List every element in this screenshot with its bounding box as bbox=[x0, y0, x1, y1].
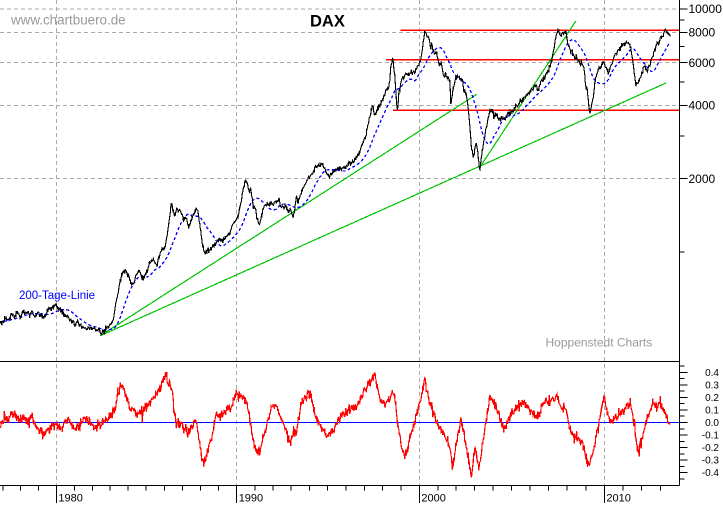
svg-text:-0.2: -0.2 bbox=[702, 443, 720, 454]
svg-text:0.0: 0.0 bbox=[705, 418, 719, 429]
svg-text:200-Tage-Linie: 200-Tage-Linie bbox=[19, 290, 95, 302]
svg-text:0.4: 0.4 bbox=[705, 368, 719, 379]
svg-text:-0.3: -0.3 bbox=[702, 456, 720, 467]
svg-text:10000: 10000 bbox=[689, 2, 723, 16]
svg-text:1990: 1990 bbox=[239, 493, 263, 504]
svg-text:Hoppenstedt Charts: Hoppenstedt Charts bbox=[546, 336, 653, 350]
svg-text:8000: 8000 bbox=[689, 26, 716, 40]
svg-text:-0.1: -0.1 bbox=[702, 431, 720, 442]
svg-text:0.1: 0.1 bbox=[705, 405, 719, 416]
svg-text:2010: 2010 bbox=[606, 493, 630, 504]
svg-text:2000: 2000 bbox=[689, 172, 716, 186]
svg-text:www.chartbuero.de: www.chartbuero.de bbox=[10, 13, 126, 28]
svg-text:0.3: 0.3 bbox=[705, 380, 719, 391]
svg-text:-0.4: -0.4 bbox=[702, 468, 720, 479]
svg-text:2000: 2000 bbox=[421, 493, 445, 504]
svg-text:6000: 6000 bbox=[689, 56, 716, 70]
svg-text:DAX: DAX bbox=[310, 13, 345, 31]
svg-text:1980: 1980 bbox=[58, 493, 82, 504]
svg-text:4000: 4000 bbox=[689, 99, 716, 113]
svg-text:0.2: 0.2 bbox=[705, 393, 719, 404]
